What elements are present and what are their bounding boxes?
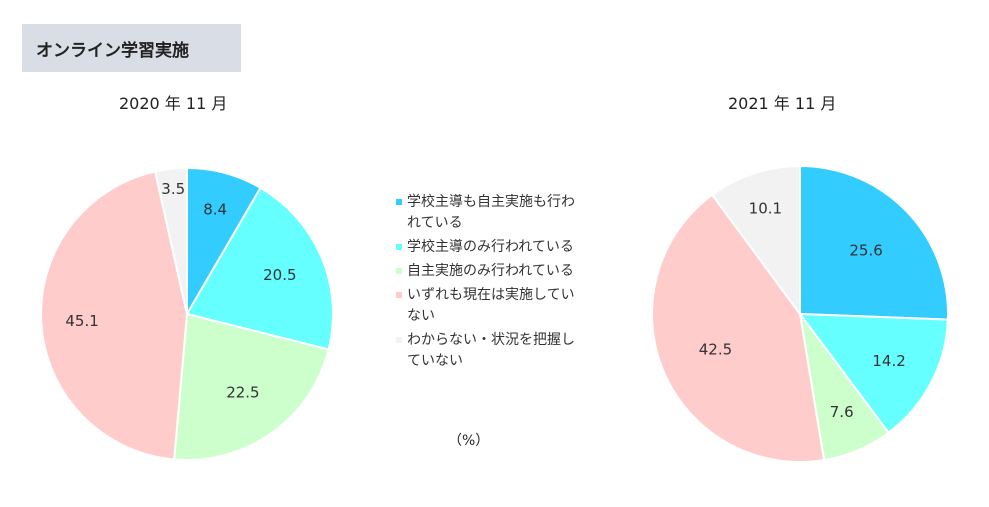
pie-slice bbox=[185, 186, 334, 351]
legend-label: 学校主導も自主実施も行われている bbox=[407, 194, 575, 231]
legend-swatch bbox=[396, 337, 402, 343]
slice-label: 45.1 bbox=[65, 312, 98, 330]
legend-swatch bbox=[396, 199, 402, 205]
pie-slice bbox=[710, 164, 801, 318]
page-title: オンライン学習実施 bbox=[36, 40, 189, 61]
pie-slice bbox=[799, 164, 949, 321]
legend-item: 学校主導のみ行われている bbox=[396, 237, 586, 258]
legend-label: 学校主導のみ行われている bbox=[407, 239, 574, 255]
legend-item: 自主実施のみ行われている bbox=[396, 261, 586, 282]
legend-label: いずれも現在は実施していない bbox=[407, 287, 575, 324]
legend-swatch bbox=[396, 292, 402, 298]
slice-label: 7.6 bbox=[830, 403, 854, 421]
slice-label: 3.5 bbox=[161, 180, 185, 198]
pie-slice bbox=[153, 166, 188, 315]
legend-swatch bbox=[396, 268, 402, 274]
legend-item: 学校主導も自主実施も行われている bbox=[396, 192, 586, 234]
unit-label: （%） bbox=[448, 433, 490, 449]
pie-slice bbox=[797, 312, 949, 435]
pie-2021-title: 2021 年 11 月 bbox=[728, 94, 837, 113]
legend: 学校主導も自主実施も行われている 学校主導のみ行われている 自主実施のみ行われて… bbox=[396, 192, 586, 375]
slice-label: 14.2 bbox=[872, 352, 905, 370]
slice-label: 20.5 bbox=[263, 266, 296, 284]
pie-0: 8.4 20.5 22.5 45.1 3.5 bbox=[39, 166, 334, 461]
legend-label: 自主実施のみ行われている bbox=[407, 263, 574, 279]
slice-label: 25.6 bbox=[849, 241, 882, 259]
slice-label: 8.4 bbox=[203, 201, 227, 219]
pie-slice bbox=[173, 312, 330, 461]
legend-label: わからない・状況を把握していない bbox=[407, 332, 575, 369]
slice-label: 22.5 bbox=[226, 383, 259, 401]
pie-slice bbox=[651, 193, 826, 463]
legend-item: いずれも現在は実施していない bbox=[396, 285, 586, 327]
pie-slice bbox=[39, 170, 189, 461]
pie-2020-title: 2020 年 11 月 bbox=[119, 94, 228, 113]
pie-1: 25.6 14.2 7.6 42.5 10.1 bbox=[651, 164, 949, 463]
slice-label: 10.1 bbox=[749, 200, 782, 218]
legend-swatch bbox=[396, 244, 402, 250]
slice-label: 42.5 bbox=[699, 341, 732, 359]
legend-item: わからない・状況を把握していない bbox=[396, 330, 586, 372]
chart-title-box: オンライン学習実施 bbox=[22, 24, 241, 72]
